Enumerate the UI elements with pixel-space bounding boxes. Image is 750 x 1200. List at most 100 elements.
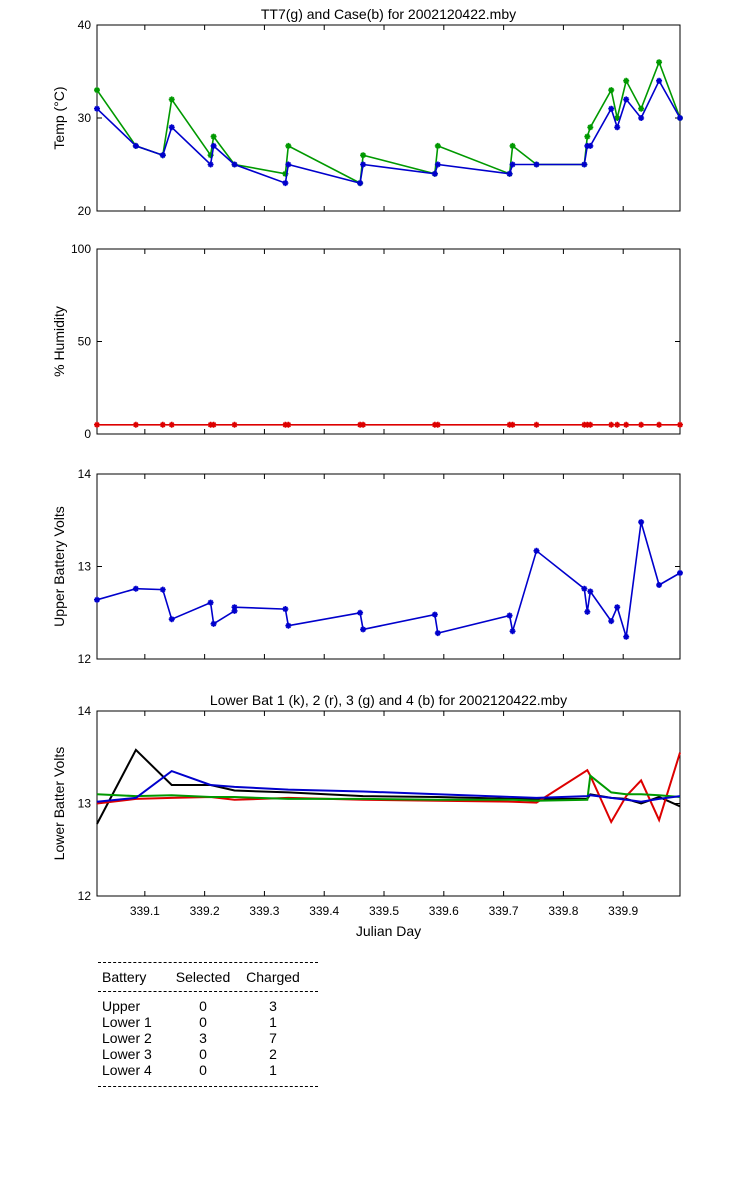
- data-point: [210, 142, 217, 149]
- data-point: [360, 626, 367, 633]
- cell-battery: Upper: [102, 998, 141, 1014]
- data-point: [360, 421, 367, 428]
- data-point: [614, 421, 621, 428]
- data-point: [210, 421, 217, 428]
- y-tick-label: 100: [71, 242, 91, 256]
- data-point: [94, 596, 100, 603]
- x-tick-label: 339.4: [309, 904, 339, 918]
- data-point: [509, 421, 516, 428]
- x-tick-label: 339.9: [608, 904, 638, 918]
- data-point: [656, 421, 663, 428]
- plot-frame: [96, 248, 681, 435]
- chart-panel-1: 20 30 40 TT7(g) and Case(b) for 2002120422.…: [51, 6, 683, 218]
- data-point: [533, 421, 540, 428]
- data-point: [581, 161, 588, 168]
- data-point: [509, 628, 516, 635]
- data-point: [431, 611, 438, 618]
- x-tick-label: 339.7: [489, 904, 519, 918]
- data-point: [360, 152, 367, 159]
- data-point: [168, 616, 175, 623]
- data-point: [623, 96, 630, 103]
- cell-charged: 2: [269, 1046, 277, 1062]
- data-point: [581, 585, 588, 592]
- chart-panel-4: 12 13 14 339.1 339.2 339.3 339.4 339.5 339.6 339.…: [51, 692, 681, 939]
- y-tick-label: 14: [78, 467, 92, 481]
- data-point: [210, 620, 217, 627]
- data-point: [285, 622, 292, 629]
- data-point: [434, 421, 441, 428]
- cell-battery: Lower 1: [102, 1014, 152, 1030]
- data-point: [608, 618, 615, 625]
- data-point: [285, 142, 292, 149]
- y-tick-label: 0: [84, 427, 91, 441]
- y-tick-label: 14: [78, 704, 92, 718]
- x-tick-label: 339.1: [130, 904, 160, 918]
- data-point: [94, 105, 100, 112]
- data-point: [207, 599, 214, 606]
- data-point: [132, 142, 139, 149]
- data-point: [431, 170, 438, 177]
- header-selected: Selected: [175, 969, 231, 985]
- series-line-lower-4: [96, 769, 681, 803]
- data-point: [656, 59, 663, 66]
- series-line-lower-3: [96, 773, 681, 802]
- data-point: [587, 421, 594, 428]
- y-tick-label: 13: [78, 797, 92, 811]
- y-tick-label: 12: [78, 889, 92, 903]
- series-line-lower-1: [96, 748, 681, 825]
- series-line-upper: [96, 521, 681, 638]
- cell-battery: Lower 3: [102, 1046, 152, 1062]
- table-row: Lower 4 0 1: [98, 1062, 318, 1078]
- data-point: [584, 133, 591, 140]
- data-point: [677, 421, 683, 428]
- data-point: [434, 161, 441, 168]
- data-point: [207, 161, 214, 168]
- data-point: [587, 142, 594, 149]
- y-axis-label: Temp (°C): [51, 86, 67, 149]
- data-point: [638, 519, 645, 526]
- data-point: [231, 607, 238, 614]
- x-tick-label: 339.3: [249, 904, 279, 918]
- data-point: [506, 170, 513, 177]
- data-point: [587, 588, 594, 595]
- data-point: [168, 421, 175, 428]
- data-point: [159, 421, 166, 428]
- data-point: [159, 152, 166, 159]
- data-point: [285, 161, 292, 168]
- data-point: [360, 161, 367, 168]
- data-point: [285, 421, 292, 428]
- data-point: [614, 124, 621, 131]
- data-point: [638, 105, 645, 112]
- table-header-row: Battery Selected Charged: [98, 963, 318, 991]
- data-point: [656, 582, 663, 588]
- table-row: Upper 0 3: [98, 998, 318, 1014]
- y-axis-label: % Humidity: [51, 306, 67, 377]
- data-point: [614, 604, 621, 611]
- table-row: Lower 3 0 2: [98, 1046, 318, 1062]
- data-point: [509, 161, 516, 168]
- data-point: [357, 609, 364, 616]
- data-point: [231, 421, 238, 428]
- y-axis-label: Lower Batter Volts: [51, 747, 67, 861]
- cell-charged: 3: [269, 998, 277, 1014]
- data-point: [638, 421, 645, 428]
- data-point: [132, 585, 139, 592]
- table-row: Lower 2 3 7: [98, 1030, 318, 1046]
- data-point: [94, 87, 100, 94]
- data-point: [677, 569, 683, 576]
- data-point: [656, 77, 663, 84]
- cell-charged: 1: [269, 1014, 277, 1030]
- plot-frame: [96, 710, 681, 897]
- cell-selected: 0: [199, 1014, 207, 1030]
- series-line-tt7: [96, 59, 681, 185]
- header-charged: Charged: [246, 969, 300, 985]
- table-header-rule: [98, 991, 318, 992]
- data-point: [231, 604, 238, 611]
- x-axis-label: Julian Day: [356, 923, 421, 939]
- header-battery: Battery: [102, 969, 147, 985]
- data-point: [533, 161, 540, 168]
- series-line-case: [96, 79, 681, 185]
- y-tick-label: 40: [78, 18, 92, 32]
- data-point: [623, 77, 630, 84]
- chart-title: Lower Bat 1 (k), 2 (r), 3 (g) and 4 (b) …: [210, 692, 567, 708]
